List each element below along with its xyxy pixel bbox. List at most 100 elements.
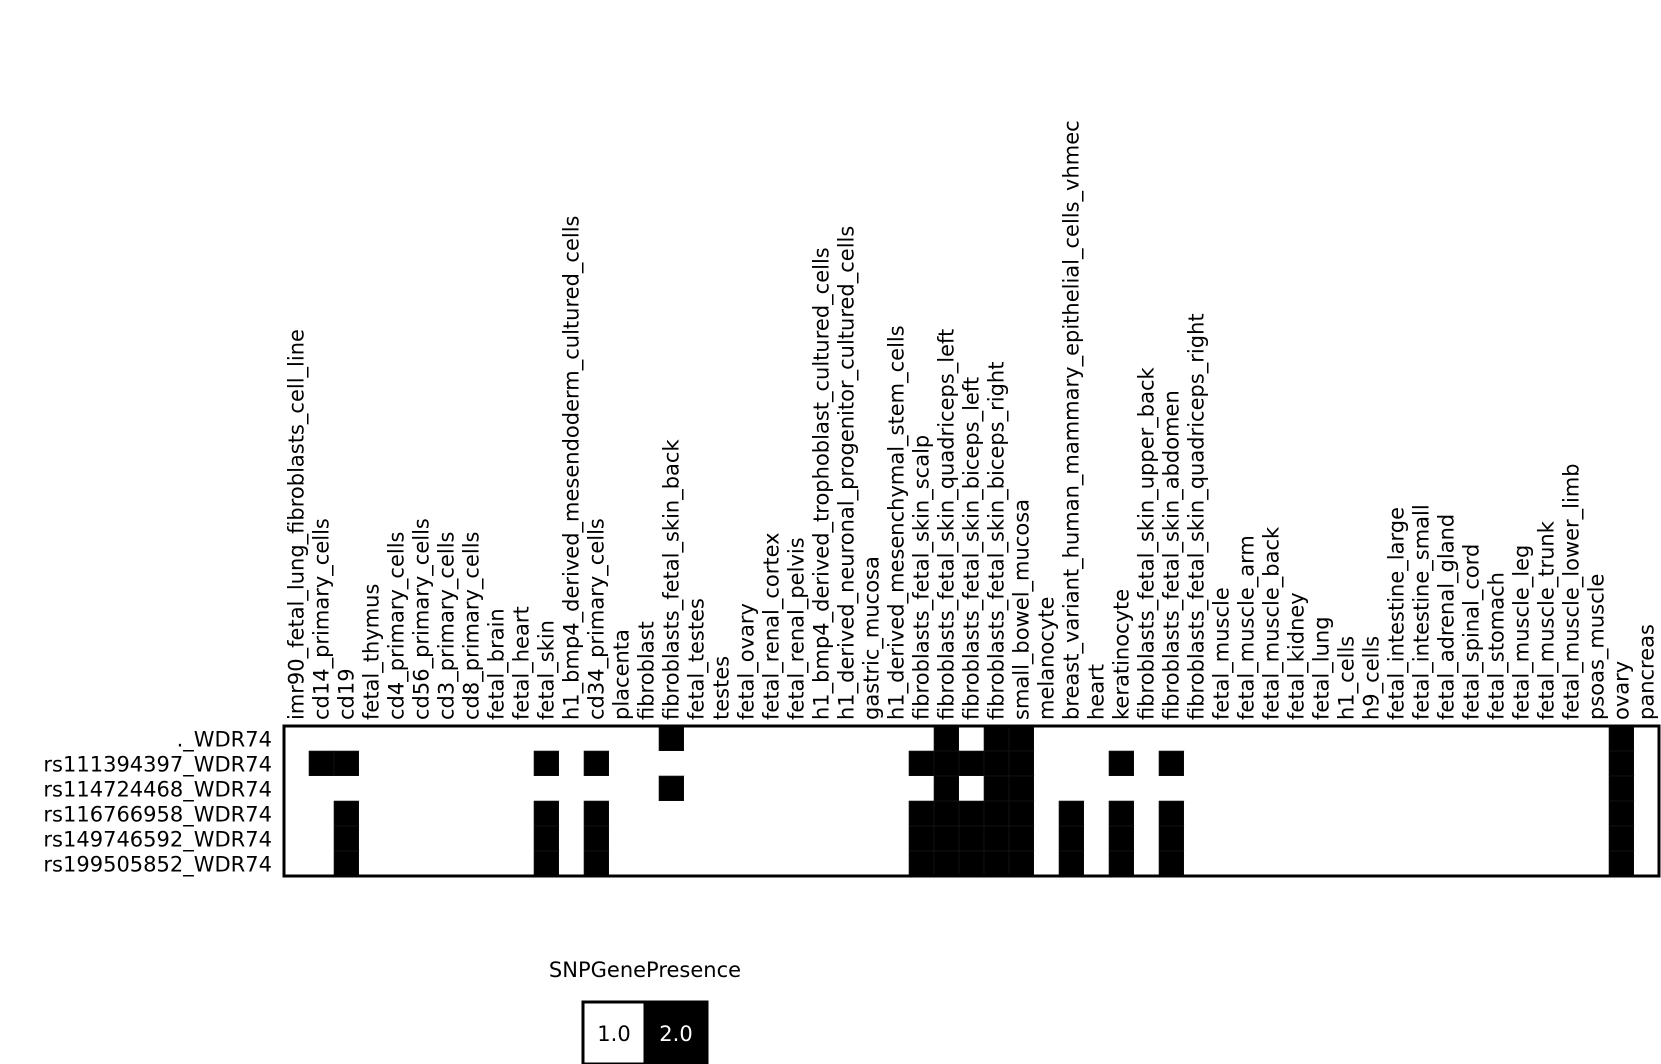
cell-rs111394397-wdr74-cd4-primary-cells [384, 751, 409, 776]
column-label-fetal-intestine-small: fetal_intestine_small [1410, 504, 1435, 720]
cell-rs199505852-wdr74-h1-bmp4-derived-mesendoderm-cultured-cells [559, 851, 584, 876]
cell-rs199505852-wdr74-fetal-brain [484, 851, 509, 876]
column-label-keratinocyte: keratinocyte [1110, 589, 1134, 720]
cell-rs199505852-wdr74-cd8-primary-cells [459, 851, 484, 876]
cell-rs111394397-wdr74-fibroblast [634, 751, 659, 776]
cell-rs116766958-wdr74-fetal-intestine-small [1409, 801, 1434, 826]
cell-rs199505852-wdr74-h1-derived-neuronal-progenitor-cultured-cells [834, 851, 859, 876]
column-label-fibroblasts-fetal-skin-biceps-left: fibroblasts_fetal_skin_biceps_left [960, 377, 985, 720]
cell-rs111394397-wdr74-fetal-brain [484, 751, 509, 776]
column-label-fetal-kidney: fetal_kidney [1285, 592, 1310, 720]
column-label-fetal-heart: fetal_heart [510, 606, 535, 720]
cell-rs149746592-wdr74-psoas-muscle [1584, 826, 1609, 851]
cell-wdr74-h1-derived-mesenchymal-stem-cells [884, 726, 909, 751]
cell-rs111394397-wdr74-small-bowel-mucosa [1008, 750, 1035, 777]
cell-rs149746592-wdr74-fetal-adrenal-gland [1434, 826, 1459, 851]
cell-rs111394397-wdr74-fetal-muscle-lower-limb [1559, 751, 1584, 776]
cell-rs149746592-wdr74-fibroblasts-fetal-skin-quadriceps-right [1184, 826, 1209, 851]
cell-rs199505852-wdr74-fetal-muscle-lower-limb [1559, 851, 1584, 876]
cell-rs111394397-wdr74-placenta [609, 751, 634, 776]
cell-rs116766958-wdr74-fibroblasts-fetal-skin-upper-back [1134, 801, 1159, 826]
cell-wdr74-fetal-adrenal-gland [1434, 726, 1459, 751]
cell-rs114724468-wdr74-fetal-skin [534, 776, 559, 801]
cell-rs199505852-wdr74-fetal-stomach [1484, 851, 1509, 876]
cell-rs114724468-wdr74-ovary [1608, 775, 1635, 802]
cell-rs116766958-wdr74-cd8-primary-cells [459, 801, 484, 826]
cell-wdr74-cd56-primary-cells [409, 726, 434, 751]
cell-rs149746592-wdr74-fibroblasts-fetal-skin-biceps-left [958, 825, 985, 852]
cell-rs199505852-wdr74-h1-derived-mesenchymal-stem-cells [884, 851, 909, 876]
cell-wdr74-fibroblasts-fetal-skin-quadriceps-right [1184, 726, 1209, 751]
cell-rs199505852-wdr74-gastric-mucosa [859, 851, 884, 876]
cell-rs116766958-wdr74-h9-cells [1359, 801, 1384, 826]
cell-wdr74-fibroblasts-fetal-skin-quadriceps-left [933, 725, 960, 752]
cell-rs114724468-wdr74-fibroblasts-fetal-skin-quadriceps-right [1184, 776, 1209, 801]
cell-wdr74-breast-variant-human-mammary-epithelial-cells-vhmec [1059, 726, 1084, 751]
cell-rs149746592-wdr74-fibroblasts-fetal-skin-upper-back [1134, 826, 1159, 851]
column-label-fetal-muscle-trunk: fetal_muscle_trunk [1535, 520, 1560, 720]
cell-rs114724468-wdr74-heart [1084, 776, 1109, 801]
cell-rs114724468-wdr74-fetal-renal-cortex [759, 776, 784, 801]
cell-rs199505852-wdr74-small-bowel-mucosa [1008, 850, 1035, 877]
cell-wdr74-pancreas [1634, 726, 1659, 751]
cell-wdr74-fetal-ovary [734, 726, 759, 751]
cell-rs149746592-wdr74-cd3-primary-cells [434, 826, 459, 851]
column-label-h1-derived-mesenchymal-stem-cells: h1_derived_mesenchymal_stem_cells [885, 325, 910, 720]
cell-rs199505852-wdr74-fetal-intestine-small [1409, 851, 1434, 876]
cell-rs111394397-wdr74-fetal-muscle-back [1259, 751, 1284, 776]
cell-rs199505852-wdr74-keratinocyte [1108, 850, 1135, 877]
cell-rs149746592-wdr74-fibroblasts-fetal-skin-biceps-right [983, 825, 1010, 852]
cell-rs111394397-wdr74-fetal-stomach [1484, 751, 1509, 776]
cell-rs149746592-wdr74-cd34-primary-cells [583, 825, 610, 852]
cell-wdr74-fetal-spinal-cord [1459, 726, 1484, 751]
cell-rs149746592-wdr74-fetal-stomach [1484, 826, 1509, 851]
cell-rs111394397-wdr74-fetal-spinal-cord [1459, 751, 1484, 776]
cell-rs199505852-wdr74-psoas-muscle [1584, 851, 1609, 876]
column-label-breast-variant-human-mammary-epithelial-cells-vhmec: breast_variant_human_mammary_epithelial_… [1060, 120, 1085, 720]
cell-wdr74-testes [709, 726, 734, 751]
cell-wdr74-fetal-muscle-back [1259, 726, 1284, 751]
cell-wdr74-keratinocyte [1109, 726, 1134, 751]
cell-rs111394397-wdr74-melanocyte [1034, 751, 1059, 776]
cell-rs199505852-wdr74-fetal-muscle [1209, 851, 1234, 876]
column-label-fibroblasts-fetal-skin-upper-back: fibroblasts_fetal_skin_upper_back [1135, 367, 1160, 720]
column-label-fetal-muscle-back: fetal_muscle_back [1260, 526, 1285, 720]
cell-rs116766958-wdr74-fetal-muscle [1209, 801, 1234, 826]
cell-wdr74-cd8-primary-cells [459, 726, 484, 751]
cell-rs116766958-wdr74-fetal-muscle-back [1259, 801, 1284, 826]
cell-rs114724468-wdr74-psoas-muscle [1584, 776, 1609, 801]
cell-rs199505852-wdr74-fetal-ovary [734, 851, 759, 876]
cell-rs111394397-wdr74-breast-variant-human-mammary-epithelial-cells-vhmec [1059, 751, 1084, 776]
cell-rs149746592-wdr74-fibroblasts-fetal-skin-abdomen [1158, 825, 1185, 852]
cell-rs114724468-wdr74-cd8-primary-cells [459, 776, 484, 801]
cell-wdr74-cd34-primary-cells [584, 726, 609, 751]
cell-rs116766958-wdr74-cd4-primary-cells [384, 801, 409, 826]
cell-rs114724468-wdr74-fetal-stomach [1484, 776, 1509, 801]
cell-wdr74-fetal-brain [484, 726, 509, 751]
cell-rs114724468-wdr74-fetal-renal-pelvis [784, 776, 809, 801]
cell-rs199505852-wdr74-fibroblast [634, 851, 659, 876]
cell-rs114724468-wdr74-fetal-adrenal-gland [1434, 776, 1459, 801]
cell-wdr74-cd3-primary-cells [434, 726, 459, 751]
cell-rs199505852-wdr74-fibroblasts-fetal-skin-abdomen [1158, 850, 1185, 877]
cell-rs149746592-wdr74-fetal-muscle-leg [1509, 826, 1534, 851]
cell-rs199505852-wdr74-fibroblasts-fetal-skin-quadriceps-right [1184, 851, 1209, 876]
cell-rs114724468-wdr74-imr90-fetal-lung-fibroblasts-cell-line [284, 776, 309, 801]
cell-rs111394397-wdr74-fibroblasts-fetal-skin-back [659, 751, 684, 776]
cell-rs114724468-wdr74-fetal-intestine-small [1409, 776, 1434, 801]
cell-rs114724468-wdr74-melanocyte [1034, 776, 1059, 801]
cell-rs199505852-wdr74-fetal-intestine-large [1384, 851, 1409, 876]
cell-rs111394397-wdr74-psoas-muscle [1584, 751, 1609, 776]
cell-rs114724468-wdr74-cd4-primary-cells [384, 776, 409, 801]
cell-rs199505852-wdr74-ovary [1608, 850, 1635, 877]
cell-wdr74-h1-derived-neuronal-progenitor-cultured-cells [834, 726, 859, 751]
column-label-h1-cells: h1_cells [1335, 636, 1360, 720]
cell-rs114724468-wdr74-fetal-muscle [1209, 776, 1234, 801]
cell-rs111394397-wdr74-fibroblasts-fetal-skin-quadriceps-left [933, 750, 960, 777]
cell-rs149746592-wdr74-cd56-primary-cells [409, 826, 434, 851]
cell-rs199505852-wdr74-testes [709, 851, 734, 876]
cell-rs116766958-wdr74-cd34-primary-cells [583, 800, 610, 827]
column-label-fetal-ovary: fetal_ovary [735, 603, 760, 720]
column-label-fibroblasts-fetal-skin-biceps-right: fibroblasts_fetal_skin_biceps_right [985, 362, 1010, 720]
cell-rs114724468-wdr74-fetal-lung [1309, 776, 1334, 801]
